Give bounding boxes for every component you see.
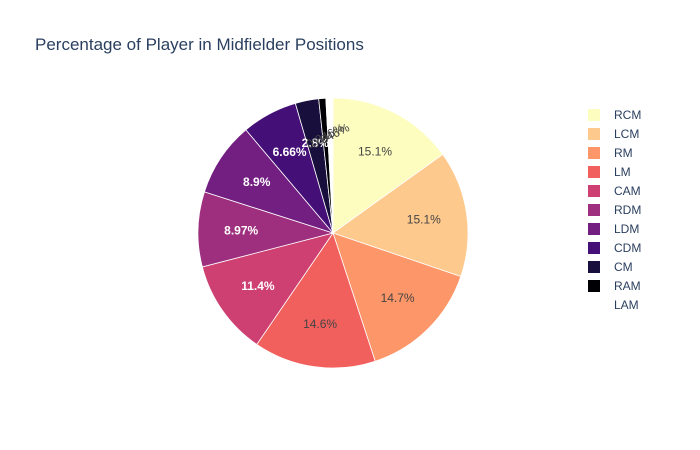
- pie-slice-lcm: [332, 153, 469, 278]
- legend-label-lam: LAM: [614, 298, 639, 312]
- legend-label-ram: RAM: [614, 279, 641, 293]
- legend-item-rdm[interactable]: RDM: [588, 203, 641, 217]
- chart-title: Percentage of Player in Midfielder Posit…: [35, 35, 364, 54]
- slice-label-rdm: 8.97%: [224, 223, 258, 237]
- pie-slice-lm: [256, 232, 376, 369]
- legend-item-rcm[interactable]: RCM: [588, 108, 641, 122]
- legend-swatch-ram: [588, 280, 600, 292]
- legend-label-rcm: RCM: [614, 108, 641, 122]
- legend-item-cdm[interactable]: CDM: [588, 241, 641, 255]
- slice-label-rcm: 15.1%: [358, 144, 392, 158]
- legend-swatch-cam: [588, 185, 600, 197]
- legend-swatch-rdm: [588, 204, 600, 216]
- legend-item-rm[interactable]: RM: [588, 146, 633, 160]
- legend-swatch-cm: [588, 261, 600, 273]
- pie-slice-rcm: [332, 97, 444, 234]
- legend-swatch-lm: [588, 166, 600, 178]
- legend-swatch-rm: [588, 147, 600, 159]
- legend-item-cm[interactable]: CM: [588, 260, 633, 274]
- legend-label-lcm: LCM: [614, 127, 639, 141]
- legend-label-rdm: RDM: [614, 203, 641, 217]
- legend-item-lcm[interactable]: LCM: [588, 127, 639, 141]
- legend: RCM LCM RM LM CAM RDM LDM CDM CM RAM LAM: [588, 108, 641, 312]
- legend-label-cam: CAM: [614, 184, 641, 198]
- legend-item-lam[interactable]: LAM: [588, 298, 639, 312]
- legend-item-ldm[interactable]: LDM: [588, 222, 639, 236]
- slice-label-cm: 2.8%: [302, 136, 330, 150]
- pie-slice-lam: [325, 97, 334, 234]
- slice-label-ldm: 8.9%: [243, 175, 271, 189]
- legend-label-cm: CM: [614, 260, 633, 274]
- slice-label-cam: 11.4%: [241, 279, 275, 293]
- pie-slices: [197, 97, 469, 369]
- legend-label-rm: RM: [614, 146, 633, 160]
- legend-swatch-lam: [588, 299, 600, 311]
- legend-item-ram[interactable]: RAM: [588, 279, 641, 293]
- legend-swatch-cdm: [588, 242, 600, 254]
- legend-label-cdm: CDM: [614, 241, 641, 255]
- legend-item-lm[interactable]: LM: [588, 165, 631, 179]
- legend-swatch-rcm: [588, 109, 600, 121]
- legend-item-cam[interactable]: CAM: [588, 184, 641, 198]
- legend-swatch-lcm: [588, 128, 600, 140]
- legend-label-lm: LM: [614, 165, 631, 179]
- legend-label-ldm: LDM: [614, 222, 639, 236]
- legend-swatch-ldm: [588, 223, 600, 235]
- slice-label-lm: 14.6%: [303, 317, 337, 331]
- slice-label-cdm: 6.66%: [273, 145, 307, 159]
- slice-label-rm: 14.7%: [381, 291, 415, 305]
- slice-label-lcm: 15.1%: [407, 213, 441, 227]
- pie-slice-cam: [201, 232, 334, 345]
